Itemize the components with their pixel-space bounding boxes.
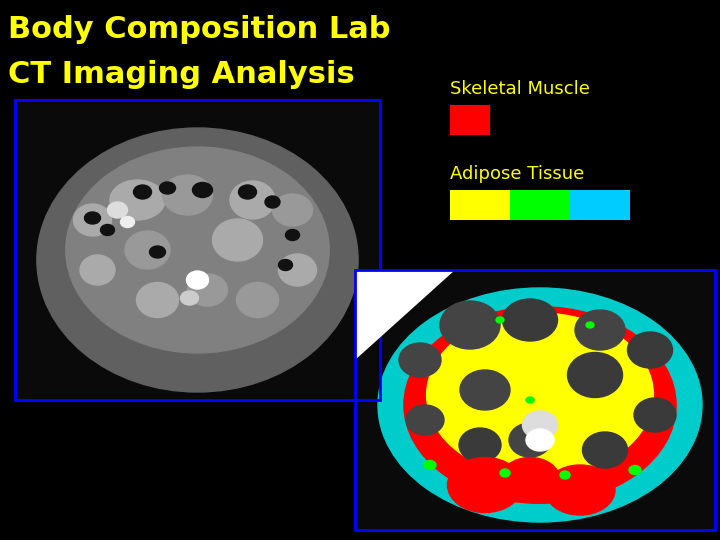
Ellipse shape <box>586 322 594 328</box>
Ellipse shape <box>426 313 654 477</box>
Ellipse shape <box>187 274 228 306</box>
Ellipse shape <box>509 423 551 457</box>
Ellipse shape <box>80 255 115 285</box>
Ellipse shape <box>496 317 504 323</box>
Ellipse shape <box>404 307 676 503</box>
Ellipse shape <box>101 225 114 235</box>
Ellipse shape <box>500 469 510 477</box>
Ellipse shape <box>73 204 112 236</box>
Bar <box>510 190 570 220</box>
Bar <box>15 100 380 400</box>
Ellipse shape <box>272 194 312 226</box>
Ellipse shape <box>286 230 300 240</box>
Ellipse shape <box>440 301 500 349</box>
Ellipse shape <box>399 343 441 377</box>
Ellipse shape <box>424 461 436 469</box>
Ellipse shape <box>575 310 625 350</box>
Text: Skeletal Muscle: Skeletal Muscle <box>450 80 590 98</box>
Ellipse shape <box>545 465 615 515</box>
Ellipse shape <box>460 370 510 410</box>
Ellipse shape <box>192 183 212 198</box>
Ellipse shape <box>279 254 317 286</box>
Ellipse shape <box>406 405 444 435</box>
Text: Body Composition Lab: Body Composition Lab <box>8 15 390 44</box>
Ellipse shape <box>107 202 127 218</box>
Ellipse shape <box>448 457 523 512</box>
Text: CT Imaging Analysis: CT Imaging Analysis <box>8 60 355 89</box>
Ellipse shape <box>110 180 165 220</box>
Ellipse shape <box>526 397 534 403</box>
Ellipse shape <box>634 398 676 432</box>
Ellipse shape <box>66 147 329 353</box>
Ellipse shape <box>279 260 292 271</box>
Ellipse shape <box>137 282 179 318</box>
Ellipse shape <box>628 332 672 368</box>
Text: Adipose Tissue: Adipose Tissue <box>450 165 584 183</box>
Bar <box>450 190 510 220</box>
Ellipse shape <box>560 471 570 479</box>
Ellipse shape <box>133 185 151 199</box>
Bar <box>15 100 380 400</box>
Ellipse shape <box>629 465 641 475</box>
Ellipse shape <box>503 299 557 341</box>
Ellipse shape <box>265 196 280 208</box>
Ellipse shape <box>236 282 279 318</box>
Ellipse shape <box>523 411 557 439</box>
Ellipse shape <box>125 231 170 269</box>
Ellipse shape <box>230 181 275 219</box>
Ellipse shape <box>567 353 623 397</box>
Bar <box>355 270 715 530</box>
Ellipse shape <box>37 128 358 392</box>
Bar <box>450 105 490 135</box>
Ellipse shape <box>582 432 628 468</box>
Ellipse shape <box>378 288 702 522</box>
Ellipse shape <box>150 246 166 258</box>
Ellipse shape <box>160 182 176 194</box>
Ellipse shape <box>163 175 212 215</box>
Ellipse shape <box>186 271 209 289</box>
Ellipse shape <box>181 291 199 305</box>
Bar <box>570 190 630 220</box>
Ellipse shape <box>238 185 256 199</box>
Ellipse shape <box>459 428 501 462</box>
Ellipse shape <box>212 219 263 261</box>
Ellipse shape <box>84 212 101 224</box>
Ellipse shape <box>500 457 560 503</box>
Polygon shape <box>355 270 455 360</box>
Bar <box>355 270 715 530</box>
Ellipse shape <box>120 217 135 227</box>
Ellipse shape <box>526 429 554 451</box>
